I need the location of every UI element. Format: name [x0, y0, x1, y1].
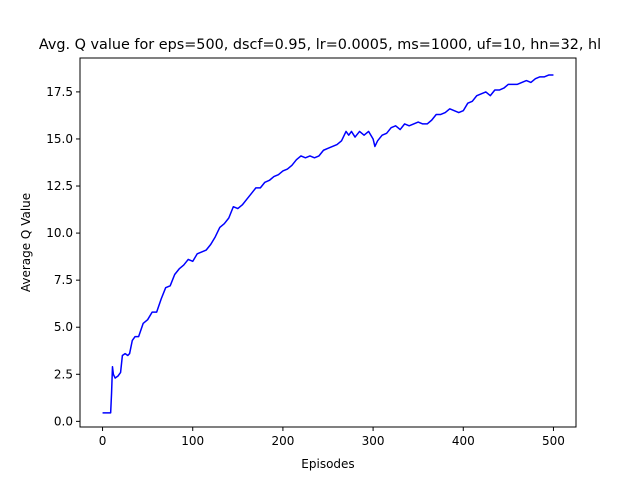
plot-area: [102, 74, 554, 414]
x-tick-label: 200: [271, 434, 294, 448]
chart-title: Avg. Q value for eps=500, dscf=0.95, lr=…: [39, 37, 601, 53]
x-tick-label: 500: [542, 434, 565, 448]
x-tick-label: 100: [181, 434, 204, 448]
x-tick-label: 300: [362, 434, 385, 448]
x-axis-ticks: 0 100 200 300 400 500: [99, 427, 565, 448]
x-tick-label: 0: [99, 434, 107, 448]
axes-frame: [79, 57, 577, 428]
x-axis-label: Episodes: [301, 457, 354, 471]
y-tick-label: 2.5: [54, 367, 73, 381]
y-tick-label: 10.0: [46, 226, 73, 240]
y-tick-label: 5.0: [54, 320, 73, 334]
y-tick-label: 15.0: [46, 132, 73, 146]
y-tick-label: 12.5: [46, 179, 73, 193]
x-tick-label: 400: [452, 434, 475, 448]
q-value-series-line: [102, 74, 554, 414]
y-tick-label: 7.5: [54, 273, 73, 287]
y-axis-ticks: 0.0 2.5 5.0 7.5 10.0 12.5 15.0 17.5: [46, 85, 80, 428]
y-axis-label: Average Q Value: [19, 193, 33, 292]
y-tick-label: 17.5: [46, 85, 73, 99]
y-tick-label: 0.0: [54, 414, 73, 428]
